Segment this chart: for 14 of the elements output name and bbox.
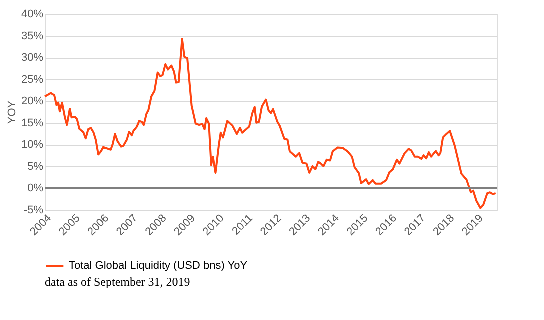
y-axis-title: YOY <box>6 100 18 124</box>
y-tick-label: 10% <box>21 139 44 152</box>
y-tick-label: 15% <box>21 117 44 130</box>
y-tick-label: 5% <box>28 160 44 173</box>
line-series <box>44 38 497 210</box>
y-tick-label: 25% <box>21 74 44 86</box>
text: data as of September 31, 2019 <box>45 275 190 289</box>
y-tick-label: 35% <box>21 30 44 42</box>
y-tick-label: 0% <box>28 182 44 195</box>
y-tick-label: 40% <box>21 8 44 20</box>
y-tick-label: 30% <box>21 52 44 64</box>
y-tick-label: 20% <box>21 96 44 108</box>
y-tick-label: -5% <box>24 204 44 216</box>
legend-label: Total Global Liquidity (USD bns) YoY <box>69 260 248 272</box>
